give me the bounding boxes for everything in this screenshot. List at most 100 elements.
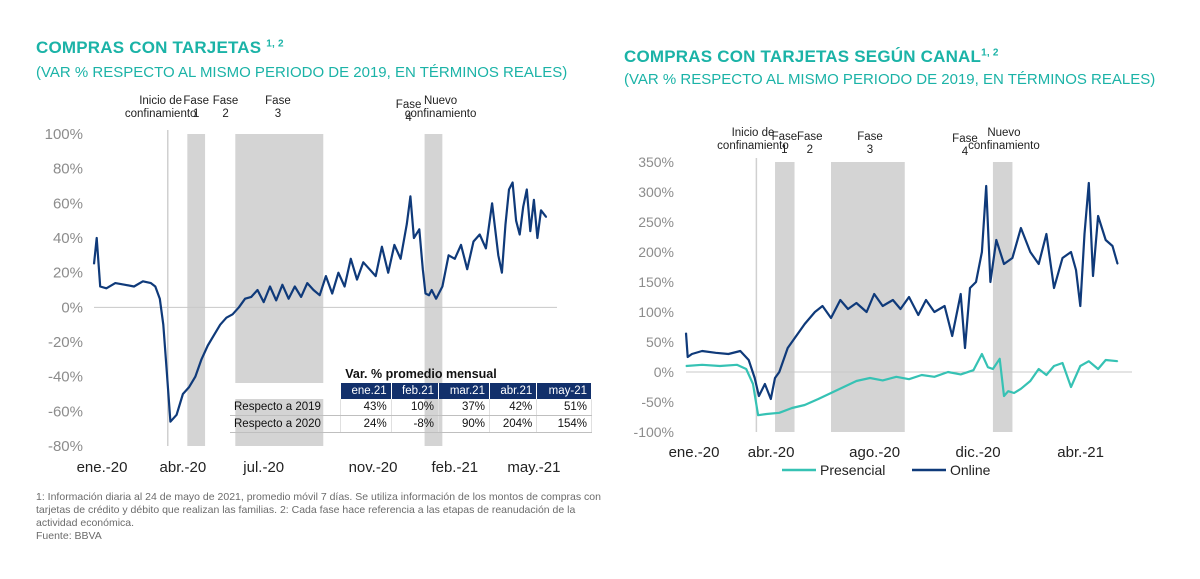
data-point (685, 332, 687, 334)
data-point (925, 299, 927, 301)
data-point (275, 299, 277, 301)
phase-band (187, 134, 206, 446)
data-point (719, 365, 721, 367)
data-point (847, 308, 849, 310)
phase-label: Fase (772, 131, 798, 143)
data-point (817, 398, 819, 400)
data-point (921, 374, 923, 376)
phase-label: 4 (962, 146, 969, 158)
data-point (985, 185, 987, 187)
y-tick-label: 20% (53, 265, 83, 282)
data-point (485, 247, 487, 249)
data-point (263, 301, 265, 303)
data-point (895, 376, 897, 378)
data-point (972, 369, 975, 371)
data-point (1079, 365, 1081, 367)
data-point (843, 386, 845, 388)
data-point (406, 223, 408, 225)
data-point (989, 281, 991, 283)
data-point (981, 251, 983, 253)
data-point (804, 404, 806, 406)
phase-label: 2 (222, 108, 228, 120)
table-cell: 10% (391, 399, 440, 416)
data-point (124, 284, 126, 286)
data-point (701, 364, 703, 366)
data-point (424, 292, 427, 295)
phase-label: 4 (405, 112, 412, 124)
phase-label: 2 (807, 144, 813, 156)
table-cell: 42% (489, 399, 538, 416)
data-point (159, 298, 161, 300)
data-point (748, 359, 750, 361)
data-point (331, 292, 333, 295)
left-tick-labels: 100% 80% 60% 40% 20% 0% -20% -40% -60% -80% ene.-2… (45, 126, 561, 476)
phase-label: confinamiento (717, 140, 789, 152)
data-point (975, 281, 977, 283)
data-point (435, 298, 437, 300)
data-point (778, 412, 780, 414)
data-point (200, 358, 203, 360)
data-point (409, 195, 411, 197)
data-point (533, 199, 535, 201)
data-point (413, 237, 415, 239)
data-point (288, 298, 290, 300)
x-tick-label: may.-21 (507, 459, 560, 476)
data-point (294, 285, 296, 288)
data-point (758, 395, 760, 397)
y-tick-label: 150% (638, 274, 674, 290)
data-point (882, 379, 884, 381)
data-point (839, 299, 841, 301)
data-point (99, 285, 101, 288)
data-point (238, 306, 240, 308)
right-chart-subtitle: (VAR % RESPECTO AL MISMO PERIODO DE 2019… (624, 71, 1156, 88)
data-point (1097, 368, 1099, 370)
data-point (460, 244, 462, 246)
data-point (466, 268, 468, 270)
data-point (960, 293, 962, 295)
table-cell: 37% (438, 399, 490, 416)
data-point (691, 353, 693, 355)
x-tick-label: abr.-21 (1057, 444, 1104, 461)
data-point (441, 285, 443, 288)
data-point (1038, 368, 1040, 370)
data-point (944, 305, 946, 307)
data-point (428, 294, 430, 296)
data-point (869, 377, 871, 379)
data-point (312, 289, 315, 291)
data-point (142, 280, 144, 282)
table-cell: 51% (536, 399, 592, 416)
data-point (337, 272, 339, 274)
data-point (992, 368, 994, 370)
right-legend: Presencial Online (782, 462, 991, 478)
phase-band (775, 162, 795, 432)
data-point (1105, 359, 1107, 361)
data-point (739, 350, 741, 352)
x-tick-label: nov.-20 (349, 459, 398, 476)
data-point (350, 258, 352, 260)
x-tick-label: jul.-20 (242, 459, 284, 476)
data-point (754, 377, 756, 379)
table-cell: 90% (438, 415, 490, 433)
data-point (114, 282, 116, 284)
data-point (213, 334, 215, 336)
data-point (269, 285, 271, 288)
data-point (770, 398, 772, 400)
data-point (1105, 239, 1107, 241)
table-cell: 24% (340, 415, 392, 433)
left-chart-subtitle: (VAR % RESPECTO AL MISMO PERIODO DE 2019… (36, 64, 568, 81)
data-point (814, 311, 816, 313)
data-point (182, 393, 184, 395)
phase-label: Fase (797, 131, 823, 143)
data-point (908, 378, 910, 380)
y-tick-label: -20% (48, 334, 83, 351)
data-point (300, 296, 302, 298)
data-point (933, 311, 936, 313)
data-point (515, 220, 517, 222)
data-point (764, 383, 766, 385)
monthly-variation-table: Var. % promedio mensual ene.21 feb.21 mar.… (230, 367, 592, 433)
data-point (951, 335, 953, 337)
data-point (765, 413, 768, 415)
data-point (687, 356, 689, 358)
phase-label: confinamiento (125, 108, 197, 120)
data-point (522, 206, 524, 208)
